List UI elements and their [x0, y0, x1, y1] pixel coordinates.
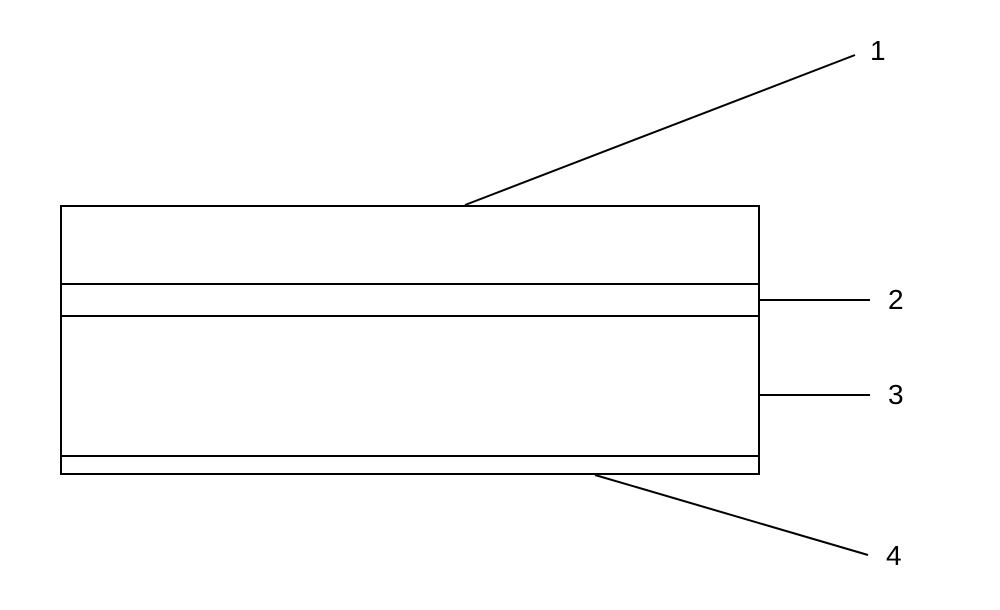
callout-label-1: 1 — [870, 35, 886, 67]
callout-label-4: 4 — [886, 540, 902, 572]
callout-label-2: 2 — [888, 284, 904, 316]
callout-label-3: 3 — [888, 379, 904, 411]
diagram-container: 1 2 3 4 — [0, 0, 1000, 610]
callout-line-1 — [465, 55, 855, 205]
callout-line-4 — [595, 475, 868, 555]
callout-lines — [0, 0, 1000, 610]
